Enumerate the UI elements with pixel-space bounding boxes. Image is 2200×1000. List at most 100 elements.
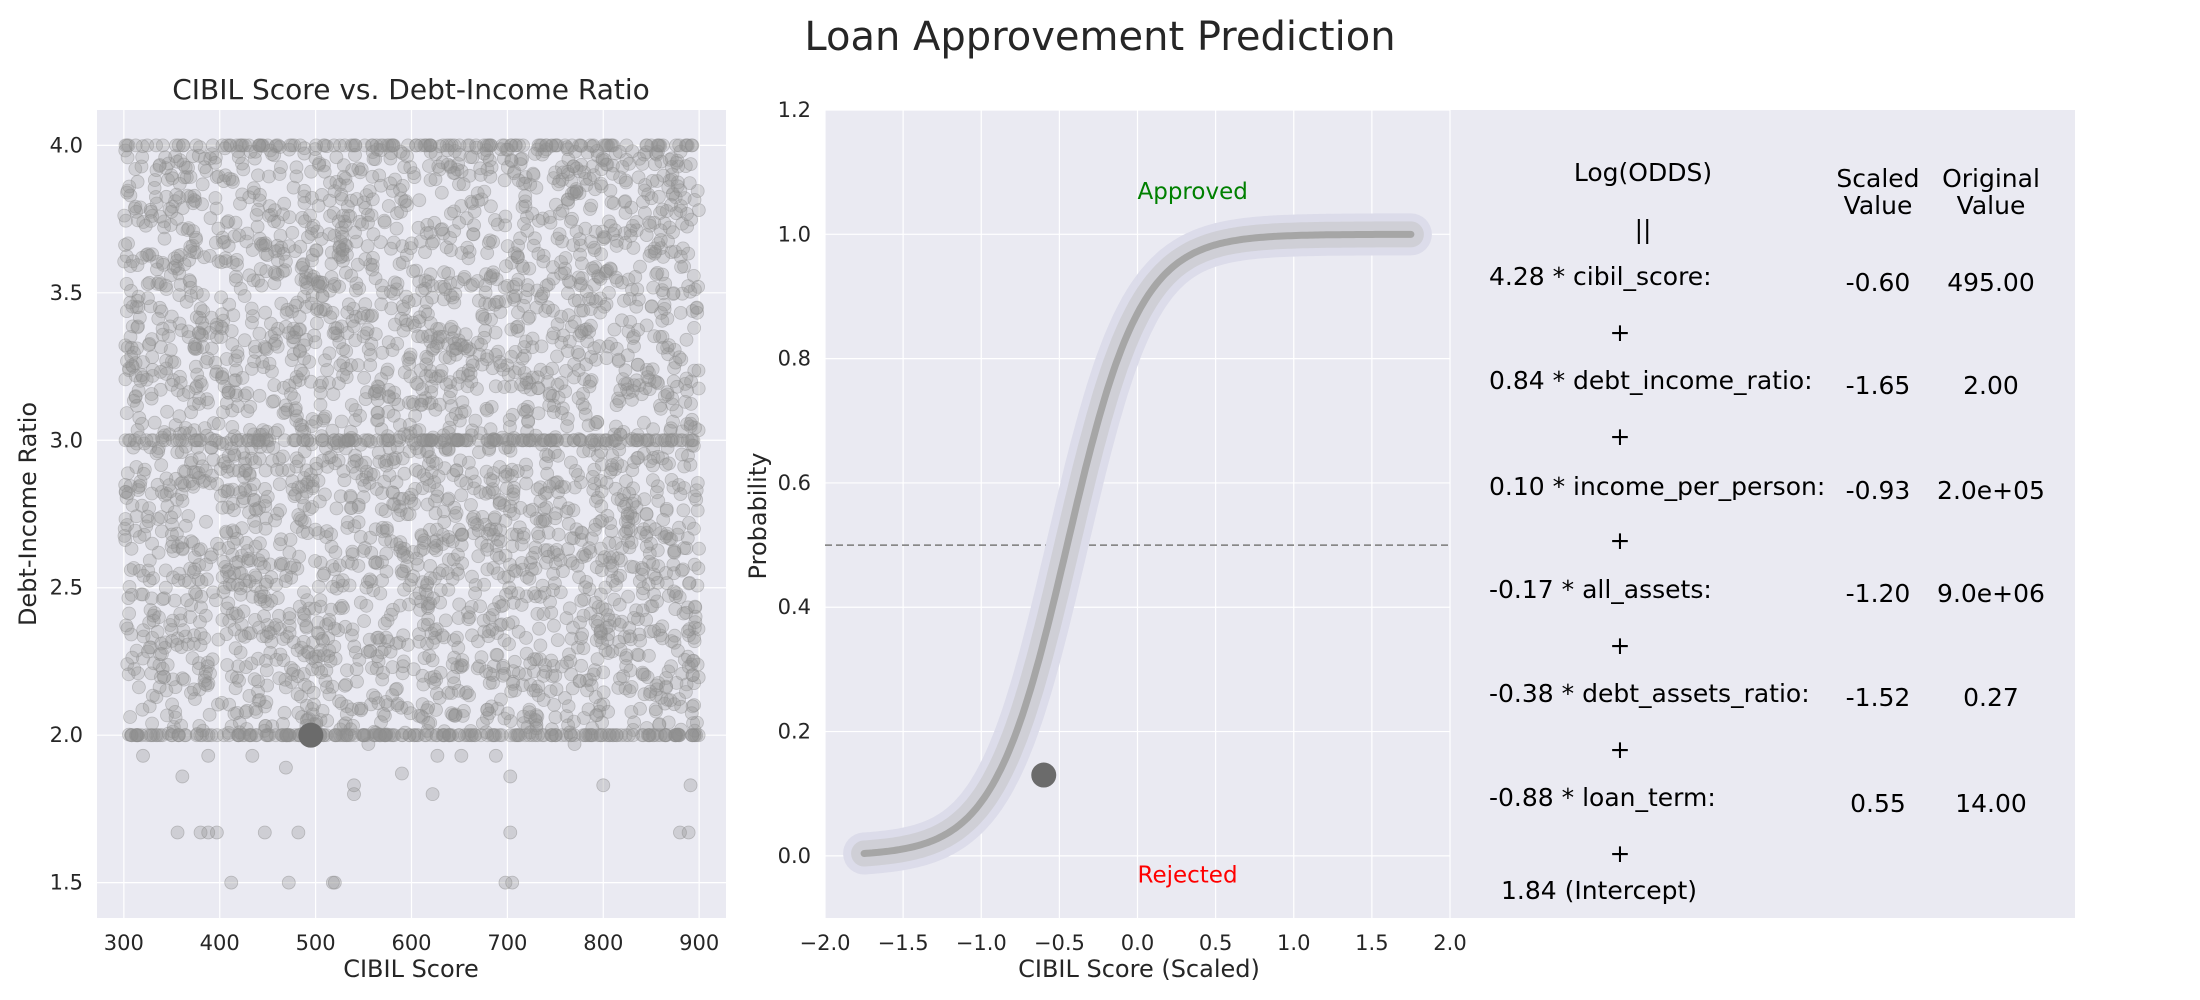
scatter-point bbox=[285, 482, 300, 497]
scatter-point bbox=[686, 716, 700, 730]
scatter-point bbox=[357, 478, 372, 493]
scatter-point bbox=[199, 355, 214, 369]
scatter-point bbox=[443, 206, 458, 221]
scatter-point bbox=[574, 533, 589, 547]
scatter-point bbox=[273, 556, 288, 571]
scatter-point bbox=[361, 342, 376, 357]
scatter-point bbox=[492, 460, 507, 474]
scatter-point bbox=[635, 665, 650, 680]
scatter-point bbox=[601, 608, 615, 622]
scatter-point bbox=[258, 521, 273, 536]
scatter-x-axis-label: CIBIL Score bbox=[343, 955, 479, 983]
scatter-point bbox=[543, 595, 557, 609]
scatter-point bbox=[301, 645, 316, 660]
term-scaled-value: -1.20 bbox=[1846, 579, 1911, 608]
scatter-point bbox=[292, 599, 307, 614]
scatter-point bbox=[297, 424, 312, 439]
scatter-point bbox=[615, 614, 629, 629]
scatter-point bbox=[210, 477, 225, 491]
scatter-point bbox=[348, 333, 363, 348]
scatter-point bbox=[432, 566, 447, 581]
scatter-point bbox=[273, 228, 288, 243]
scatter-point bbox=[193, 728, 208, 743]
scatter-point bbox=[547, 698, 561, 712]
scatter-point bbox=[122, 433, 137, 448]
scatter-point bbox=[434, 363, 449, 378]
scatter-point bbox=[573, 278, 588, 293]
scatter-point bbox=[580, 145, 595, 160]
scatter-point bbox=[623, 663, 638, 678]
scatter-point bbox=[422, 478, 437, 493]
scatter-point bbox=[637, 415, 651, 430]
scatter-point bbox=[595, 513, 609, 528]
scatter-point bbox=[338, 171, 353, 186]
scatter-point bbox=[403, 426, 418, 441]
scatter-point bbox=[503, 769, 518, 784]
scatter-point bbox=[409, 376, 424, 390]
scatter-point bbox=[370, 405, 385, 420]
scatter-point bbox=[592, 339, 607, 354]
scatter-point bbox=[659, 529, 674, 544]
scatter-point bbox=[423, 138, 438, 153]
scatter-point bbox=[311, 198, 326, 213]
scatter-point bbox=[422, 396, 437, 411]
scatter-point bbox=[593, 698, 608, 713]
scatter-point bbox=[480, 403, 495, 418]
scatter-point bbox=[638, 178, 652, 192]
scatter-point bbox=[187, 341, 202, 356]
scatter-point bbox=[527, 652, 541, 666]
scatter-point bbox=[245, 748, 260, 763]
scatter-point bbox=[167, 505, 182, 520]
scatter-point bbox=[358, 297, 373, 312]
scatter-point bbox=[130, 398, 144, 413]
scatter-point bbox=[534, 289, 549, 304]
scatter-point bbox=[251, 651, 265, 666]
scatter-point bbox=[599, 475, 614, 490]
scatter-point bbox=[381, 404, 396, 419]
scatter-point bbox=[445, 534, 460, 549]
scatter-point bbox=[454, 748, 469, 763]
scatter-point bbox=[180, 593, 194, 608]
scatter-point bbox=[267, 378, 282, 393]
scatter-point bbox=[528, 540, 543, 555]
scatter-point bbox=[253, 262, 268, 276]
scatter-point bbox=[258, 305, 273, 320]
scatter-point bbox=[575, 271, 589, 286]
scatter-point bbox=[587, 240, 601, 255]
scatter-point bbox=[454, 488, 469, 503]
scatter-point bbox=[574, 324, 589, 339]
scatter-point bbox=[503, 825, 518, 840]
scatter-point bbox=[585, 159, 600, 174]
scatter-point bbox=[499, 142, 514, 157]
scatter-point bbox=[674, 352, 689, 367]
scatter-point bbox=[149, 163, 164, 178]
scatter-point bbox=[213, 488, 228, 503]
scatter-point bbox=[611, 391, 625, 406]
scatter-point bbox=[404, 494, 419, 508]
scatter-point bbox=[170, 445, 185, 460]
scatter-point bbox=[195, 728, 210, 743]
scatter-point bbox=[404, 236, 419, 251]
scatter-point bbox=[650, 682, 664, 697]
scatter-point bbox=[429, 456, 444, 471]
scatter-point bbox=[503, 443, 518, 458]
scatter-point bbox=[650, 479, 665, 494]
scatter-point bbox=[334, 696, 349, 711]
scatter-point bbox=[518, 405, 533, 419]
scatter-point bbox=[497, 633, 512, 648]
scatter-point bbox=[618, 235, 633, 250]
scatter-point bbox=[173, 277, 188, 292]
scatter-point bbox=[349, 466, 364, 481]
scatter-point bbox=[455, 658, 470, 673]
scatter-point bbox=[482, 153, 497, 168]
scatter-point bbox=[675, 216, 690, 231]
scatter-point bbox=[252, 138, 266, 153]
scatter-point bbox=[609, 238, 624, 253]
scatter-point bbox=[345, 547, 360, 562]
scatter-point bbox=[645, 599, 660, 613]
scatter-point bbox=[684, 374, 698, 389]
scatter-point bbox=[297, 189, 312, 204]
scatter-point bbox=[123, 259, 138, 273]
scatter-point bbox=[297, 444, 312, 459]
scatter-point bbox=[500, 160, 515, 175]
